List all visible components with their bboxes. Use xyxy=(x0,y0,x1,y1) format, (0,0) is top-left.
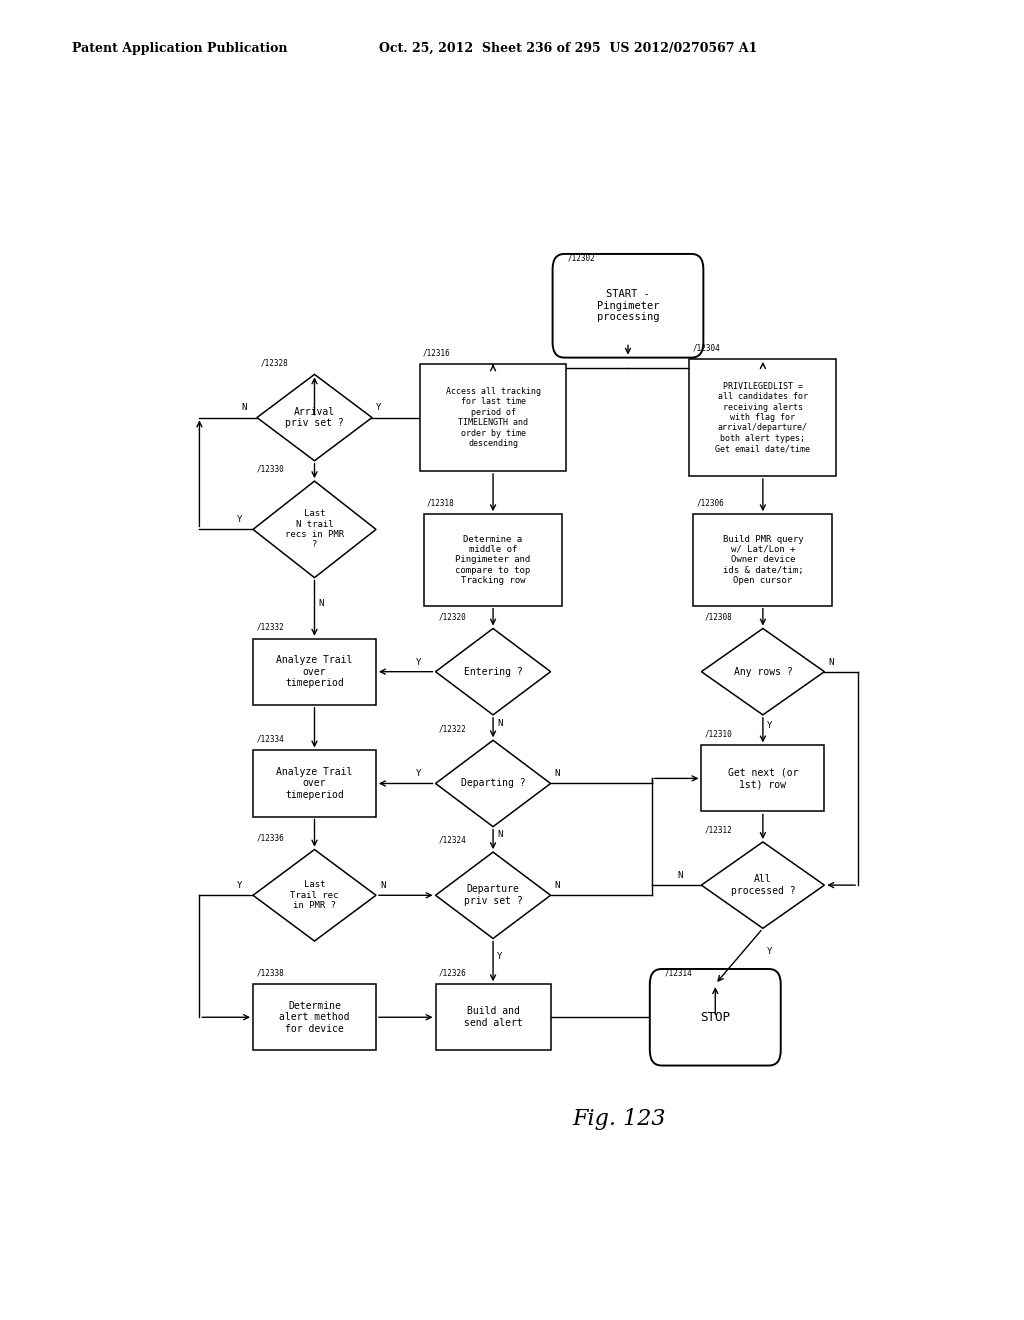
Text: Access all tracking
for last time
period of
TIMELENGTH and
order by time
descend: Access all tracking for last time period… xyxy=(445,387,541,447)
FancyBboxPatch shape xyxy=(689,359,837,477)
FancyBboxPatch shape xyxy=(650,969,780,1065)
Text: All
processed ?: All processed ? xyxy=(730,874,796,896)
Text: Get next (or
1st) row: Get next (or 1st) row xyxy=(728,768,798,789)
Polygon shape xyxy=(435,628,551,715)
Polygon shape xyxy=(253,850,376,941)
Text: Oct. 25, 2012  Sheet 236 of 295  US 2012/0270567 A1: Oct. 25, 2012 Sheet 236 of 295 US 2012/0… xyxy=(379,42,758,55)
Text: Any rows ?: Any rows ? xyxy=(733,667,793,677)
Text: Analyze Trail
over
timeperiod: Analyze Trail over timeperiod xyxy=(276,767,352,800)
Text: Y: Y xyxy=(416,770,421,779)
Text: Y: Y xyxy=(238,515,243,524)
Text: /12326: /12326 xyxy=(438,968,467,977)
Text: Last
Trail rec
in PMR ?: Last Trail rec in PMR ? xyxy=(291,880,339,911)
Text: /12302: /12302 xyxy=(567,253,595,263)
Text: N: N xyxy=(678,871,683,880)
Text: Last
N trail
recs in PMR
?: Last N trail recs in PMR ? xyxy=(285,510,344,549)
Polygon shape xyxy=(253,480,376,578)
Text: N: N xyxy=(555,882,560,890)
FancyBboxPatch shape xyxy=(693,515,833,606)
Text: /12324: /12324 xyxy=(438,836,467,845)
Text: Build PMR query
w/ Lat/Lon +
Owner device
ids & date/tim;
Open cursor: Build PMR query w/ Lat/Lon + Owner devic… xyxy=(723,535,803,585)
Text: /12336: /12336 xyxy=(256,833,284,842)
Text: Y: Y xyxy=(376,404,381,412)
FancyBboxPatch shape xyxy=(424,515,562,606)
Text: Entering ?: Entering ? xyxy=(464,667,522,677)
Text: /12308: /12308 xyxy=(705,612,732,622)
Text: N: N xyxy=(497,718,503,727)
Polygon shape xyxy=(257,375,372,461)
Text: /12312: /12312 xyxy=(705,826,732,834)
Text: /12306: /12306 xyxy=(696,498,724,507)
Polygon shape xyxy=(701,628,824,715)
Text: Y: Y xyxy=(238,882,243,890)
FancyBboxPatch shape xyxy=(253,985,376,1051)
Text: STOP: STOP xyxy=(700,1011,730,1024)
Text: /12334: /12334 xyxy=(256,734,284,743)
Text: Departure
priv set ?: Departure priv set ? xyxy=(464,884,522,906)
FancyBboxPatch shape xyxy=(253,751,376,817)
Text: Arrival
priv set ?: Arrival priv set ? xyxy=(285,407,344,429)
Polygon shape xyxy=(435,853,551,939)
Text: /12318: /12318 xyxy=(427,498,455,507)
Text: Y: Y xyxy=(767,721,772,730)
Text: PRIVILEGEDLIST =
all candidates for
receiving alerts
with flag for
arrival/depar: PRIVILEGEDLIST = all candidates for rece… xyxy=(716,381,810,453)
Text: /12330: /12330 xyxy=(256,465,284,474)
Text: Analyze Trail
over
timeperiod: Analyze Trail over timeperiod xyxy=(276,655,352,688)
Text: /12332: /12332 xyxy=(256,623,284,631)
FancyBboxPatch shape xyxy=(420,364,566,471)
Polygon shape xyxy=(435,741,551,826)
Text: /12328: /12328 xyxy=(260,358,288,367)
Text: /12310: /12310 xyxy=(705,729,732,738)
Text: Departing ?: Departing ? xyxy=(461,779,525,788)
Text: /12338: /12338 xyxy=(256,968,284,977)
Text: /12322: /12322 xyxy=(438,725,467,733)
Text: Patent Application Publication: Patent Application Publication xyxy=(72,42,287,55)
Text: Determine a
middle of
Pingimeter and
compare to top
Tracking row: Determine a middle of Pingimeter and com… xyxy=(456,535,530,585)
Text: N: N xyxy=(497,830,503,840)
Text: N: N xyxy=(828,657,834,667)
Text: /12320: /12320 xyxy=(438,612,467,622)
Text: Y: Y xyxy=(767,948,772,956)
Text: N: N xyxy=(380,882,385,890)
Text: N: N xyxy=(241,404,247,412)
FancyBboxPatch shape xyxy=(253,639,376,705)
FancyBboxPatch shape xyxy=(701,746,824,812)
Text: Y: Y xyxy=(416,657,421,667)
Text: Fig. 123: Fig. 123 xyxy=(572,1107,666,1130)
Text: /12304: /12304 xyxy=(692,343,721,352)
FancyBboxPatch shape xyxy=(553,253,703,358)
Text: N: N xyxy=(555,770,560,779)
Text: /12314: /12314 xyxy=(665,968,692,977)
Text: Build and
send alert: Build and send alert xyxy=(464,1006,522,1028)
Text: START -
Pingimeter
processing: START - Pingimeter processing xyxy=(597,289,659,322)
Text: N: N xyxy=(318,599,324,609)
FancyBboxPatch shape xyxy=(435,985,551,1051)
Text: Determine
alert method
for device: Determine alert method for device xyxy=(280,1001,350,1034)
Text: Y: Y xyxy=(497,952,503,961)
Polygon shape xyxy=(701,842,824,928)
Text: /12316: /12316 xyxy=(423,348,451,358)
